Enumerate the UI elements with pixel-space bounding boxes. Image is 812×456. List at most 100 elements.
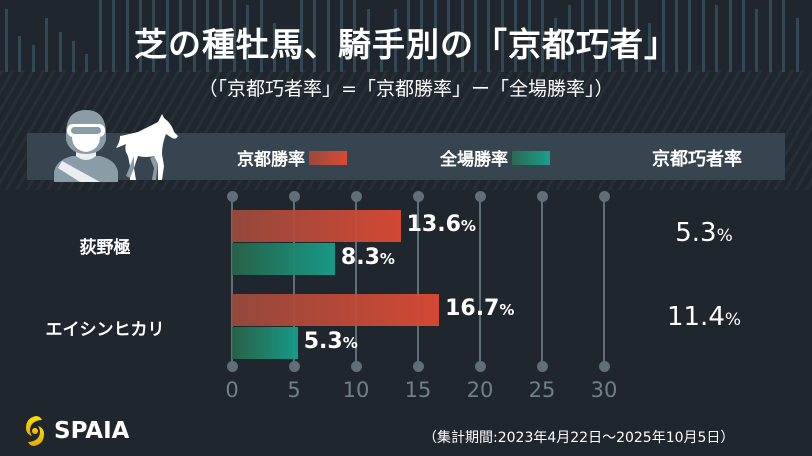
gridline: [541, 195, 543, 367]
horse-icon: [116, 114, 178, 180]
bar-kyoto: [232, 210, 401, 242]
gridline-dot: [226, 360, 238, 372]
gridline-dot: [474, 360, 486, 372]
stripe: [634, 0, 638, 72]
stripe: [206, 0, 209, 72]
gridline-dot: [350, 360, 362, 372]
bar-value-label: 8.3%: [340, 245, 395, 270]
stripe: [393, 9, 397, 72]
stripe: [755, 9, 759, 72]
x-tick-label: 0: [225, 378, 239, 402]
x-tick-label: 10: [342, 378, 370, 402]
stripe: [125, 0, 129, 72]
stripe: [31, 45, 35, 72]
stripe: [581, 0, 585, 72]
legend-kyoto: 京都勝率: [237, 145, 347, 170]
x-tick-label: 25: [528, 378, 556, 402]
gridline: [355, 195, 357, 367]
expert-rate-1: 11.4%: [666, 302, 742, 332]
gridline-dot: [288, 190, 300, 202]
stripe: [795, 18, 799, 72]
stripe: [112, 0, 116, 72]
stripe: [675, 0, 678, 72]
stripe: [514, 0, 518, 72]
spaia-logo-icon: [26, 416, 44, 446]
stripe: [192, 0, 196, 72]
stripe: [420, 0, 424, 72]
stripe: [460, 0, 464, 72]
row-label-1: エイシンヒカリ: [45, 320, 165, 340]
stripe: [326, 0, 330, 72]
stripe: [782, 0, 786, 72]
x-tick-label: 20: [466, 378, 494, 402]
stripe: [219, 0, 223, 72]
stripe: [661, 0, 665, 72]
bar-value-label: 16.7%: [445, 296, 515, 321]
stripe: [366, 9, 370, 72]
period-note: （集計期間:2023年4月22日～2025年10月5日）: [423, 430, 735, 446]
stripe: [541, 0, 544, 72]
stripe: [232, 0, 236, 72]
gridline-dot: [350, 190, 362, 202]
stripe: [768, 0, 772, 72]
stripe: [72, 40, 75, 72]
jockey-icon: [54, 110, 118, 182]
stripe: [527, 0, 531, 72]
stripe: [286, 40, 290, 72]
jockey-horse-icon: [54, 110, 178, 182]
stripe: [58, 31, 62, 72]
expert-rate-0: 5.3%: [675, 218, 733, 248]
stripe: [608, 0, 611, 72]
stripe: [340, 0, 343, 72]
stripe: [407, 0, 410, 72]
legend-all-label: 全場勝率: [440, 150, 508, 170]
stripe: [246, 4, 250, 72]
column-header-expert-rate: 京都巧者率: [652, 149, 742, 170]
row-label-0: 荻野極: [79, 238, 131, 258]
stripe: [179, 0, 183, 72]
stripe: [715, 4, 719, 72]
gridline-dot: [536, 190, 548, 202]
stripe: [98, 0, 102, 72]
bar-kyoto: [232, 294, 440, 326]
stripe: [621, 0, 625, 72]
gridline: [603, 195, 605, 367]
legend-kyoto-swatch: [309, 150, 347, 165]
gridline: [417, 195, 419, 367]
stripe: [474, 0, 477, 72]
gridline-dot: [412, 360, 424, 372]
legend-kyoto-label: 京都勝率: [237, 150, 305, 170]
gridline-dot: [536, 360, 548, 372]
stripe: [85, 54, 89, 72]
stripe: [353, 0, 357, 72]
legend-all-swatch: [512, 150, 550, 165]
stripe: [299, 0, 303, 72]
gridline: [231, 195, 233, 367]
gridline: [479, 195, 481, 367]
bar-value-label: 13.6%: [406, 212, 476, 237]
stripe: [139, 0, 142, 72]
stripe: [487, 0, 491, 72]
gridline-dot: [412, 190, 424, 202]
stripe: [567, 4, 571, 72]
legend-all: 全場勝率: [440, 145, 550, 170]
stripe: [648, 22, 652, 72]
bar-all: [232, 243, 335, 275]
x-tick-label: 30: [590, 378, 618, 402]
x-tick-label: 15: [404, 378, 432, 402]
stripe: [273, 22, 276, 72]
stripe: [742, 0, 745, 72]
gridline-dot: [598, 190, 610, 202]
stripe: [728, 0, 732, 72]
page-title: 芝の種牡馬、騎手別の「京都巧者」: [134, 25, 678, 64]
gridline-dot: [598, 360, 610, 372]
stripe: [18, 36, 22, 72]
bar-value-label: 5.3%: [303, 329, 358, 354]
gridline: [293, 195, 295, 367]
gridline-dot: [288, 360, 300, 372]
stripe: [380, 36, 384, 72]
stripe: [554, 18, 558, 72]
stripe: [165, 0, 169, 72]
x-tick-label: 5: [287, 378, 301, 402]
stripe: [45, 18, 49, 72]
